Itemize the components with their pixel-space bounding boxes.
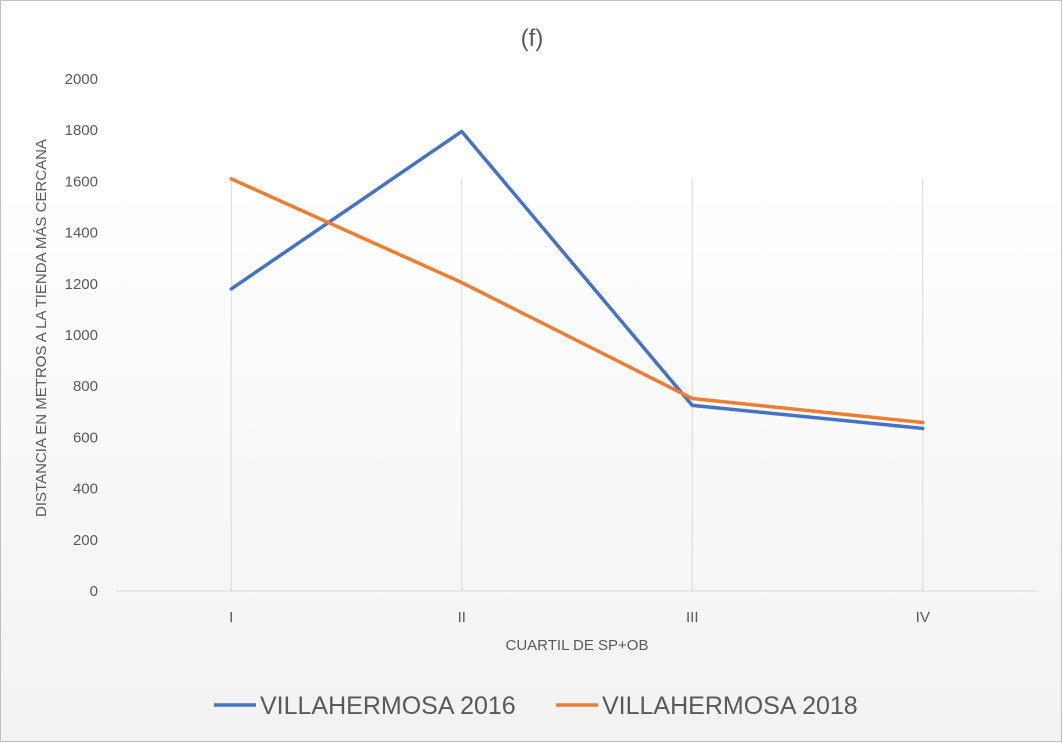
- y-tick-label: 1600: [65, 173, 98, 190]
- series-lines: [229, 129, 925, 431]
- series-2-point-I: [230, 177, 233, 181]
- series-1-point-III: [691, 404, 694, 407]
- series-2-point-II: [460, 281, 463, 284]
- legend: VILLAHERMOSA 2016 VILLAHERMOSA 2018: [214, 692, 858, 720]
- x-tick-label-IV: IV: [916, 609, 930, 626]
- y-tick-label: 1400: [65, 225, 98, 242]
- chart-title: (f): [521, 25, 544, 52]
- y-tick-label: 600: [73, 429, 98, 446]
- series-2-point-III: [691, 397, 694, 400]
- y-axis-ticks: 0 200 400 600 800 1000 1200 1400 1600 1800 2000: [65, 71, 98, 600]
- x-tick-label-I: I: [229, 609, 233, 626]
- y-tick-label: 1800: [65, 122, 98, 139]
- y-tick-label: 1200: [65, 276, 98, 293]
- gridlines: [230, 179, 924, 591]
- legend-label-2: VILLAHERMOSA 2018: [602, 692, 858, 720]
- series-1-point-IV: [921, 427, 924, 430]
- y-tick-label: 2000: [65, 71, 98, 88]
- y-tick-label: 200: [73, 532, 98, 549]
- legend-label-1: VILLAHERMOSA 2016: [260, 692, 516, 720]
- x-tick-label-III: III: [686, 609, 699, 626]
- series-2-point-IV: [921, 421, 924, 424]
- series-1-point-I: [230, 287, 233, 291]
- x-axis-ticks: I II III IV: [229, 609, 930, 626]
- y-axis-title: DISTANCIA EN METROS A LA TIENDA MÁS CERC…: [33, 139, 50, 517]
- series-line-1: [229, 129, 925, 431]
- y-tick-label: 1000: [65, 327, 98, 344]
- x-axis-title: CUARTIL DE SP+OB: [506, 637, 649, 654]
- y-tick-label: 0: [90, 583, 98, 600]
- series-1-point-II: [460, 130, 463, 133]
- series-line-2: [229, 177, 925, 425]
- x-tick-label-II: II: [458, 609, 466, 626]
- y-tick-label: 800: [73, 378, 98, 395]
- y-tick-label: 400: [73, 481, 98, 498]
